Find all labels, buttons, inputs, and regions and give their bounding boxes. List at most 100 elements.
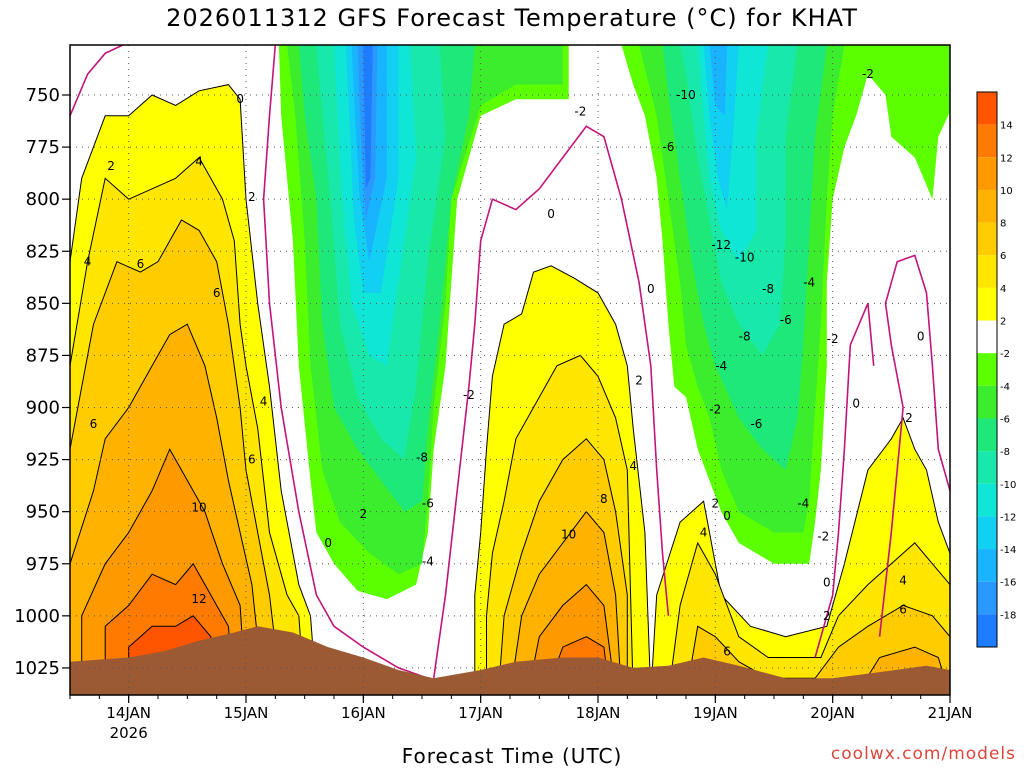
y-tick-label: 975 [26,554,60,575]
contour-label: 6 [90,417,98,431]
contour-label: 4 [700,526,708,540]
colorbar-swatch [977,418,997,452]
colorbar-label: 14 [1000,121,1013,132]
y-tick-label: 825 [26,241,60,262]
contour-label: -2 [709,403,721,417]
colorbar-frame [976,91,998,648]
colorbar-swatch [977,549,997,582]
colorbar-swatch [977,92,997,125]
x-tick-label: 20JAN [810,704,855,722]
colorbar-label: 10 [1000,186,1013,197]
colorbar-label: 6 [1000,251,1006,262]
colorbar-label: -4 [1000,382,1010,393]
colorbar-label: -8 [1000,447,1010,458]
colorbar-label: -6 [1000,414,1010,425]
contour-label: -4 [422,555,434,569]
contour-label: -8 [739,330,751,344]
contour-label: 6 [248,453,256,467]
colorbar-swatch [977,157,997,190]
zero-contour-4 [878,254,950,637]
colorbar-swatch [977,385,997,419]
contour-label: 2 [712,496,720,510]
colorbar-label: 2 [1000,317,1006,328]
contour-label: 6 [137,257,145,271]
contour-label: 2 [635,373,643,387]
terrain [70,626,950,695]
x-tick-label: 21JAN [928,704,973,722]
contour-label: -6 [422,496,434,510]
y-tick-label: 900 [26,398,60,419]
contour-label: 0 [852,396,860,410]
colorbar-swatch [977,287,997,321]
zero-contour-1 [70,45,124,117]
colorbar-swatch [977,353,997,386]
colorbar-label: 4 [1000,284,1006,295]
contour-label: -8 [762,282,774,296]
colorbar-swatch [977,614,997,647]
contour-label: 0 [723,509,731,523]
contour-label: 2 [360,507,368,521]
contour-label: 2 [905,411,913,425]
colorbar-swatch [977,189,997,223]
contour-label: 0 [324,536,332,550]
chart-title: 2026011312 GFS Forecast Temperature (°C)… [166,4,858,32]
contour-label: -2 [817,530,829,544]
x-year-label: 2026 [110,724,148,742]
contour-label: 2 [823,609,831,623]
colorbar-swatch [977,451,997,484]
x-tick-label: 18JAN [576,704,621,722]
cold-band-b [709,45,728,116]
colorbar-label: -10 [1000,480,1016,491]
contour-label: -2 [862,67,874,81]
contour-label: 4 [629,459,637,473]
cold-band-b [703,45,739,210]
contour-label: 0 [917,330,925,344]
colorbar-swatch [977,320,997,354]
contour-label: 6 [899,603,907,617]
contour-label: -6 [750,417,762,431]
colorbar-label: -2 [1000,349,1010,360]
colorbar-label: 8 [1000,219,1006,230]
cold-band-a [363,45,373,189]
x-tick-label: 16JAN [341,704,386,722]
contour-label: -4 [715,359,727,373]
contour-label: -8 [416,451,428,465]
y-tick-label: 775 [26,137,60,158]
colorbar-label: -18 [1000,610,1016,621]
contour-label: 12 [191,592,206,606]
contour-label: -10 [676,88,696,102]
contour-label: 2 [248,190,256,204]
y-tick-label: 1000 [14,606,60,627]
colorbar-label: -14 [1000,545,1016,556]
contour-label: -6 [780,313,792,327]
contour-label: 4 [899,573,907,587]
x-tick-label: 19JAN [693,704,738,722]
colorbar-swatch [977,222,997,256]
x-tick-label: 17JAN [458,704,503,722]
contour-label: 0 [823,576,831,590]
contour-label: -2 [463,388,475,402]
contour-label: 4 [84,255,92,269]
zero-contour-3 [432,125,670,679]
contour-label: 10 [191,501,206,515]
contour-label: 4 [195,155,203,169]
contour-label: -2 [574,105,586,119]
contour-label: -4 [803,276,815,290]
colorbar-swatch [977,483,997,517]
contour-label: 8 [600,492,608,506]
contour-label: 0 [647,282,655,296]
x-tick-label: 15JAN [224,704,269,722]
credit-link[interactable]: coolwx.com/models [830,744,1016,764]
contour-label: 4 [260,394,268,408]
contour-label: 6 [723,644,731,658]
y-tick-label: 925 [26,450,60,471]
y-tick-label: 850 [26,293,60,314]
y-tick-label: 750 [26,85,60,106]
contour-label: -6 [662,140,674,154]
colorbar-label: -12 [1000,512,1016,523]
colorbar-label: 12 [1000,153,1013,164]
contour-label: -2 [827,332,839,346]
x-tick-label: 14JAN [106,704,151,722]
